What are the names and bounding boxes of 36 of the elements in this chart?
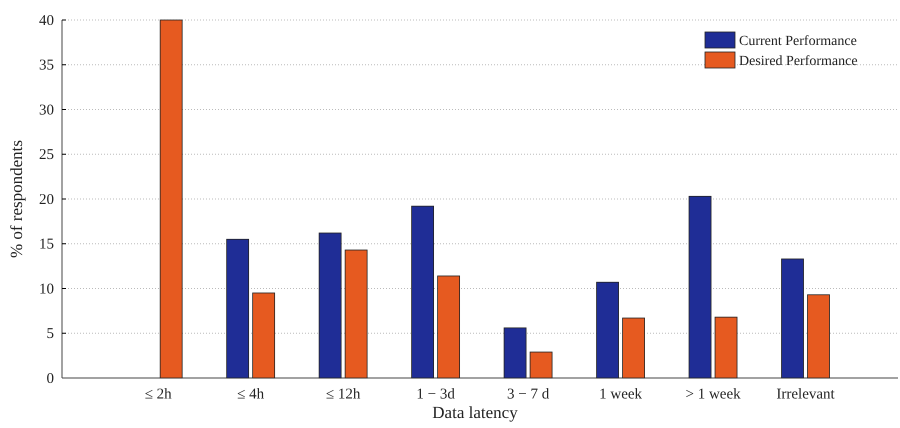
x-tick-label: 3 − 7 d xyxy=(506,386,550,403)
y-tick-label: 10 xyxy=(39,281,54,298)
bar xyxy=(226,238,250,378)
legend-label: Current Performance xyxy=(739,34,857,49)
y-tick-label: 30 xyxy=(39,102,54,118)
bar xyxy=(344,250,368,378)
bar xyxy=(437,276,460,378)
y-tick-label: 20 xyxy=(39,192,54,208)
y-tick-label: 25 xyxy=(39,147,54,164)
y-tick-label: 35 xyxy=(39,58,54,74)
y-axis-title: % of respondents xyxy=(7,140,26,258)
x-axis-title: Data latency xyxy=(432,403,518,422)
bar xyxy=(688,196,712,378)
bar xyxy=(781,258,804,378)
bar xyxy=(160,20,183,378)
bar xyxy=(596,282,619,378)
bar xyxy=(622,318,645,378)
y-tick-label: 0 xyxy=(46,370,54,387)
bar xyxy=(504,327,526,378)
bar xyxy=(318,232,342,378)
legend-label: Desired Performance xyxy=(739,54,858,69)
bar xyxy=(807,294,830,378)
bar xyxy=(252,292,276,378)
x-tick-label: 1 − 3d xyxy=(416,386,456,403)
x-tick-label: Irrelevant xyxy=(776,386,836,403)
y-tick-label: 40 xyxy=(39,12,54,29)
x-tick-label: ≤ 2h xyxy=(144,386,172,403)
x-tick-label: ≤ 4h xyxy=(237,386,265,403)
bar xyxy=(714,316,738,378)
y-tick-label: 5 xyxy=(46,326,54,342)
x-tick-label: ≤ 12h xyxy=(326,386,361,403)
y-tick-label: 15 xyxy=(39,236,54,253)
x-tick-label: > 1 week xyxy=(685,386,742,403)
bar xyxy=(530,352,552,378)
bar xyxy=(411,206,434,378)
x-tick-label: 1 week xyxy=(599,386,643,403)
